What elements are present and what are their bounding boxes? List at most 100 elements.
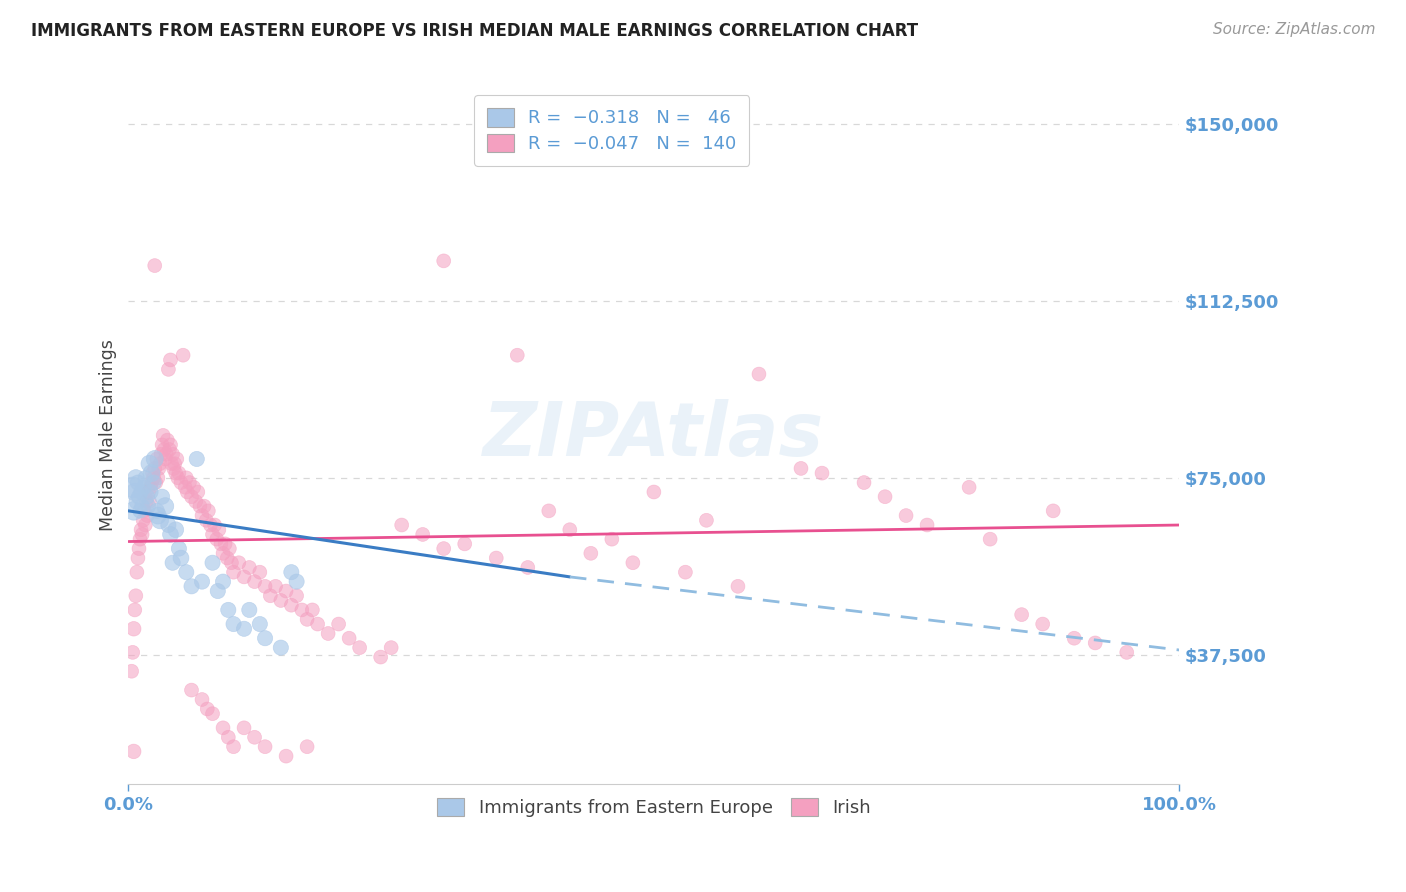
- Point: [167, 466, 190, 480]
- Point: [141, 475, 163, 490]
- Point: [307, 617, 329, 632]
- Point: [155, 447, 177, 461]
- Point: [191, 692, 214, 706]
- Point: [301, 603, 323, 617]
- Point: [853, 475, 876, 490]
- Point: [122, 504, 145, 518]
- Point: [254, 579, 277, 593]
- Point: [156, 433, 179, 447]
- Point: [537, 504, 560, 518]
- Point: [217, 731, 239, 745]
- Point: [150, 490, 173, 504]
- Point: [134, 518, 156, 533]
- Point: [125, 589, 148, 603]
- Point: [205, 532, 228, 546]
- Point: [157, 362, 180, 376]
- Point: [149, 513, 172, 527]
- Point: [150, 438, 173, 452]
- Point: [180, 579, 202, 593]
- Point: [138, 494, 160, 508]
- Point: [894, 508, 917, 523]
- Point: [136, 508, 159, 523]
- Point: [163, 461, 186, 475]
- Point: [167, 541, 190, 556]
- Point: [197, 504, 219, 518]
- Point: [170, 551, 193, 566]
- Point: [121, 480, 143, 494]
- Point: [129, 504, 152, 518]
- Point: [380, 640, 402, 655]
- Point: [238, 560, 260, 574]
- Point: [159, 442, 181, 457]
- Point: [128, 490, 150, 504]
- Point: [218, 541, 240, 556]
- Point: [222, 739, 245, 754]
- Point: [228, 556, 250, 570]
- Point: [127, 551, 149, 566]
- Point: [1115, 645, 1137, 659]
- Point: [170, 475, 193, 490]
- Point: [212, 546, 235, 560]
- Point: [131, 499, 153, 513]
- Point: [155, 499, 177, 513]
- Point: [579, 546, 602, 560]
- Point: [208, 523, 231, 537]
- Point: [249, 617, 271, 632]
- Point: [142, 475, 165, 490]
- Point: [195, 702, 218, 716]
- Point: [180, 683, 202, 698]
- Point: [122, 622, 145, 636]
- Point: [129, 485, 152, 500]
- Point: [176, 485, 198, 500]
- Point: [233, 622, 256, 636]
- Point: [200, 518, 222, 533]
- Point: [138, 457, 160, 471]
- Point: [433, 253, 456, 268]
- Point: [187, 485, 209, 500]
- Point: [184, 494, 207, 508]
- Point: [153, 442, 176, 457]
- Point: [207, 584, 229, 599]
- Point: [145, 475, 167, 490]
- Y-axis label: Median Male Earnings: Median Male Earnings: [100, 340, 117, 532]
- Point: [142, 466, 165, 480]
- Point: [152, 428, 174, 442]
- Point: [1042, 504, 1064, 518]
- Point: [433, 541, 456, 556]
- Point: [295, 739, 318, 754]
- Point: [159, 527, 181, 541]
- Point: [174, 480, 197, 494]
- Point: [254, 631, 277, 645]
- Point: [264, 579, 287, 593]
- Point: [370, 650, 392, 665]
- Point: [139, 485, 162, 500]
- Point: [201, 706, 224, 721]
- Point: [979, 532, 1001, 546]
- Point: [124, 603, 146, 617]
- Point: [129, 532, 152, 546]
- Point: [125, 494, 148, 508]
- Point: [811, 466, 834, 480]
- Point: [1032, 617, 1054, 632]
- Point: [212, 721, 235, 735]
- Point: [270, 640, 292, 655]
- Point: [135, 494, 157, 508]
- Point: [233, 570, 256, 584]
- Point: [188, 499, 211, 513]
- Point: [790, 461, 813, 475]
- Point: [193, 499, 215, 513]
- Point: [183, 480, 205, 494]
- Point: [212, 574, 235, 589]
- Point: [285, 574, 308, 589]
- Point: [222, 565, 245, 579]
- Point: [122, 744, 145, 758]
- Point: [138, 485, 160, 500]
- Point: [727, 579, 749, 593]
- Point: [209, 537, 232, 551]
- Point: [337, 631, 360, 645]
- Point: [159, 353, 181, 368]
- Point: [134, 471, 156, 485]
- Point: [328, 617, 350, 632]
- Point: [254, 739, 277, 754]
- Text: ZIPAtlas: ZIPAtlas: [484, 399, 824, 472]
